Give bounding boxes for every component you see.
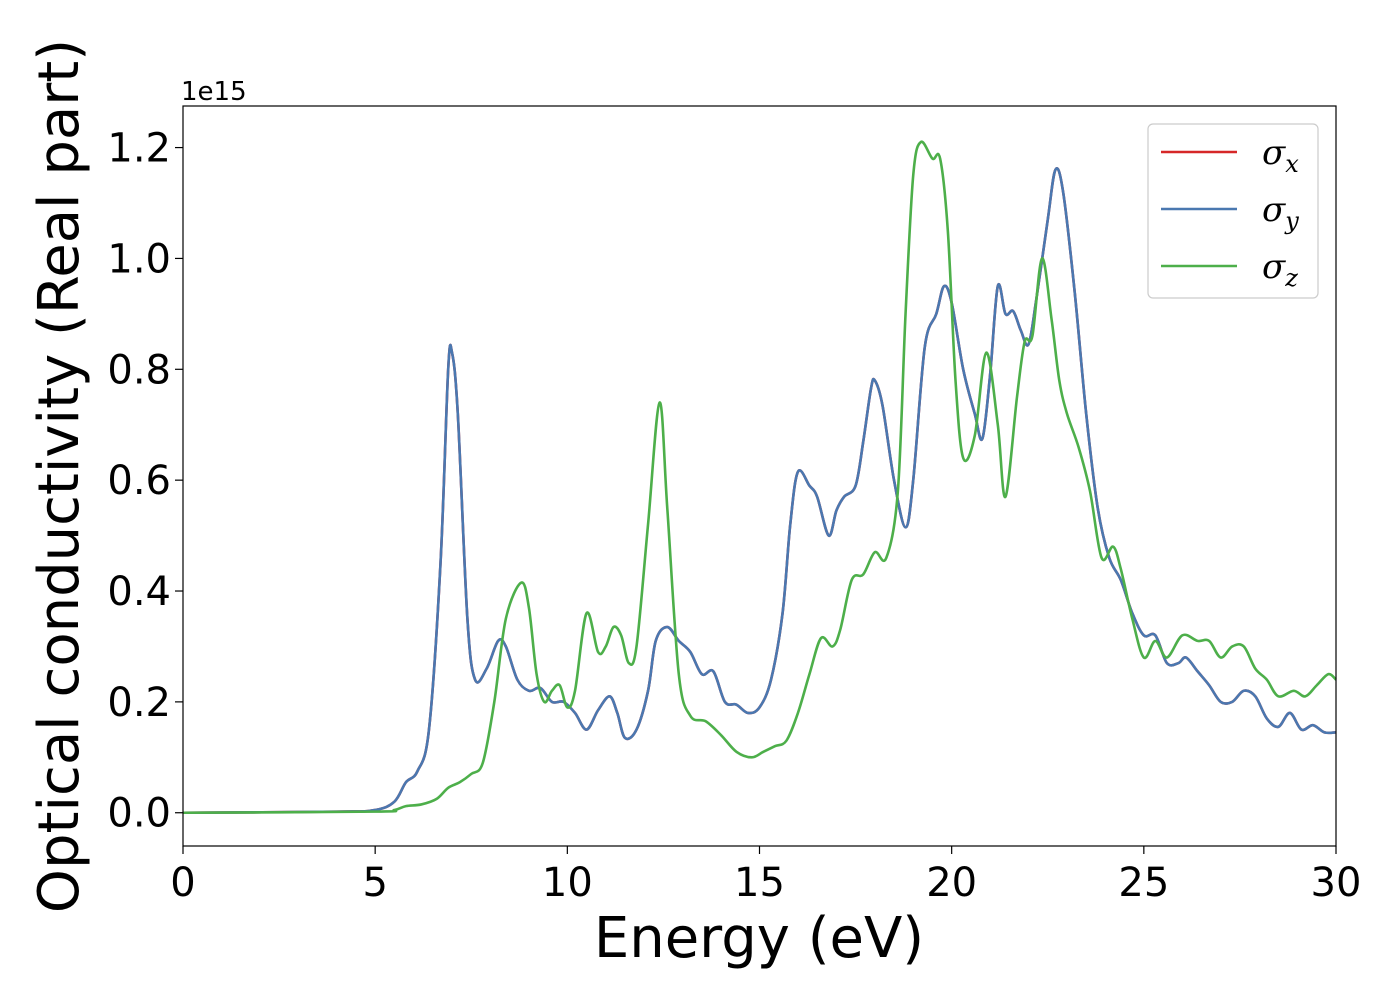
y-offset-text: 1e15	[181, 77, 247, 107]
y-tick-label: 1.2	[107, 126, 171, 172]
x-tick-label: 5	[362, 860, 387, 906]
x-axis-title: Energy (eV)	[594, 906, 924, 971]
x-tick-label: 10	[542, 860, 593, 906]
legend-box	[1147, 123, 1319, 299]
x-tick-label: 30	[1311, 860, 1362, 906]
y-tick-label: 0.6	[107, 458, 171, 504]
legend-label-z: σz	[1262, 247, 1298, 292]
x-tick-label: 15	[734, 860, 785, 906]
y-tick-label: 0.4	[107, 569, 171, 615]
legend-label-x: σx	[1262, 133, 1299, 178]
x-tick-label: 25	[1118, 860, 1169, 906]
y-tick-label: 0.8	[107, 347, 171, 393]
y-tick-label: 0.2	[107, 680, 171, 726]
x-tick-label: 20	[926, 860, 977, 906]
legend-items: σx σy σz	[1161, 133, 1299, 292]
y-tick-label: 1.0	[107, 236, 171, 282]
legend-label-y: σy	[1262, 190, 1299, 235]
x-axis-ticks: 0 5 10 15 20 25 30	[170, 846, 1361, 906]
y-axis-title: Optical conductivity (Real part)	[27, 39, 92, 913]
legend: σx σy σz	[1147, 123, 1319, 299]
y-tick-label: 0.0	[107, 791, 171, 837]
series-line-z	[182, 140, 1337, 815]
x-tick-label: 0	[170, 860, 195, 906]
series-layer	[182, 140, 1337, 815]
plot-background	[183, 106, 1336, 846]
y-axis-ticks: 0.0 0.2 0.4 0.6 0.8 1.0 1.2	[107, 126, 183, 837]
